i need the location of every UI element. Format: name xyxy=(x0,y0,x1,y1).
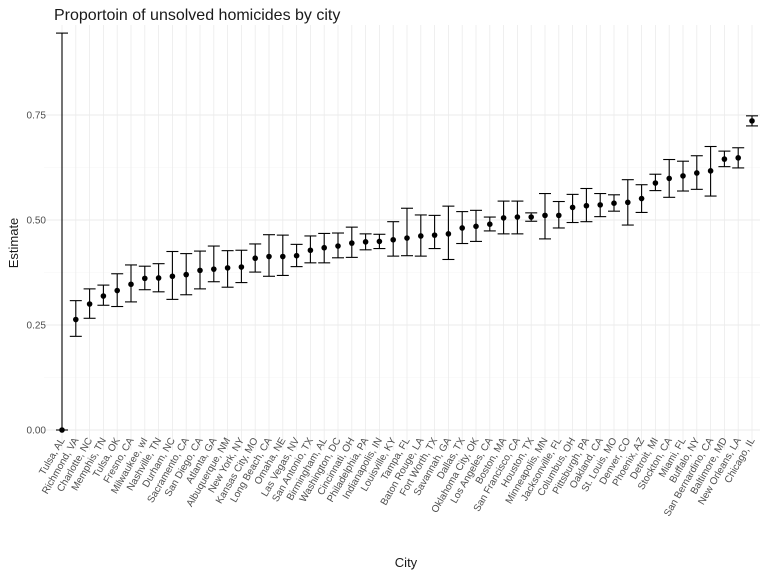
estimate-point xyxy=(666,175,672,182)
estimate-point xyxy=(500,215,507,221)
estimate-point xyxy=(307,247,314,254)
estimate-point xyxy=(652,180,659,186)
y-tick-label: 0.25 xyxy=(27,321,47,332)
estimate-point xyxy=(100,293,107,299)
estimate-point xyxy=(528,214,534,220)
estimate-point xyxy=(514,214,521,220)
estimate-point xyxy=(569,204,576,211)
estimate-point xyxy=(376,238,383,245)
estimate-point xyxy=(362,239,369,245)
grid-lines xyxy=(44,25,760,450)
estimate-point xyxy=(349,240,355,246)
estimate-point xyxy=(390,236,397,243)
estimate-point xyxy=(459,225,466,231)
estimate-point xyxy=(73,316,79,323)
estimate-point xyxy=(59,427,65,433)
estimate-point xyxy=(735,155,741,161)
estimate-point xyxy=(473,223,479,230)
estimate-points xyxy=(59,118,755,433)
estimate-point xyxy=(252,255,258,262)
estimate-point xyxy=(404,235,410,241)
estimate-point xyxy=(680,173,686,179)
estimate-point xyxy=(114,287,120,294)
estimate-point xyxy=(418,233,424,239)
estimate-point xyxy=(280,253,286,260)
estimate-point xyxy=(183,271,189,278)
estimate-point xyxy=(266,253,272,260)
estimate-point xyxy=(721,156,728,162)
y-tick-label: 0.50 xyxy=(27,216,47,227)
estimate-point xyxy=(197,267,203,274)
estimate-point xyxy=(583,202,590,209)
estimate-point xyxy=(749,118,755,124)
estimate-point xyxy=(238,264,245,270)
estimate-point xyxy=(142,275,148,282)
estimate-point xyxy=(128,281,134,288)
estimate-point xyxy=(169,273,176,280)
y-tick-label: 0.75 xyxy=(27,111,47,122)
x-axis-title: City xyxy=(395,555,418,570)
estimate-point xyxy=(224,265,231,271)
estimate-point xyxy=(707,168,714,174)
estimate-point xyxy=(487,221,493,227)
estimate-point xyxy=(431,232,438,238)
estimate-point xyxy=(335,243,341,249)
estimate-point xyxy=(611,200,617,206)
estimate-point xyxy=(211,266,217,272)
estimate-point xyxy=(155,275,162,281)
estimate-point xyxy=(556,212,562,219)
y-axis-ticks: 0.00 0.25 0.50 0.75 xyxy=(27,111,47,437)
estimate-point xyxy=(638,195,645,202)
estimate-point xyxy=(542,212,548,219)
y-axis-title: Estimate xyxy=(6,218,21,269)
estimate-point xyxy=(86,301,93,307)
estimate-point xyxy=(293,252,300,259)
y-tick-label: 0.00 xyxy=(27,426,47,437)
estimate-point xyxy=(321,244,328,251)
chart-title: Proportoin of unsolved homicides by city xyxy=(54,7,340,24)
estimate-point xyxy=(625,199,631,206)
estimate-point xyxy=(597,202,603,208)
estimate-point xyxy=(694,170,700,176)
estimate-point xyxy=(445,231,452,237)
